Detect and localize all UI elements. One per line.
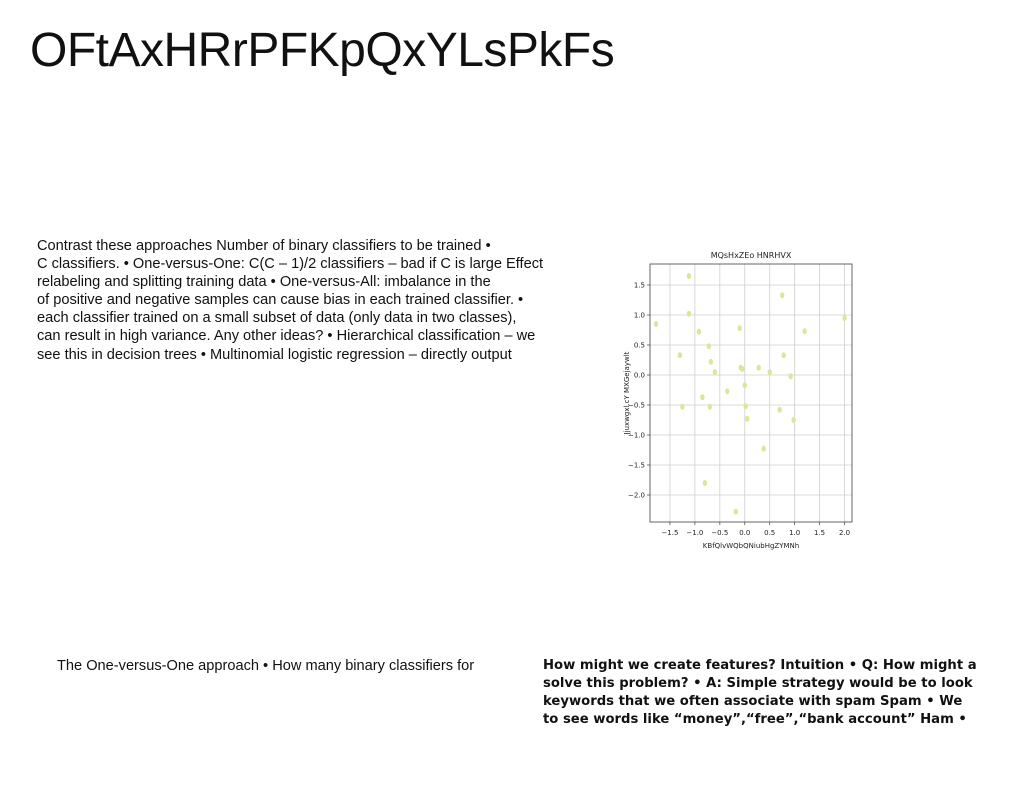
- scatter-point: [725, 388, 730, 395]
- scatter-point: [653, 321, 659, 327]
- scatter-point: [700, 394, 705, 401]
- y-tick-label: 0.0: [634, 372, 645, 380]
- main-paragraph: Contrast these approaches Number of bina…: [37, 237, 607, 364]
- paragraph-line: to see words like “money”,“free”,“bank a…: [543, 712, 967, 727]
- scatter-point: [708, 358, 714, 365]
- scatter-point: [761, 445, 766, 452]
- scatter-point: [712, 369, 718, 375]
- scatter-point: [788, 373, 793, 380]
- scatter-chart: −1.5 −1.0 −0.5 0.0 0.5 1.0 1.5 2.0 1.5 1.0 0.5 0.0 −…: [618, 244, 858, 554]
- x-tick-label: −0.5: [711, 529, 728, 537]
- scatter-point: [686, 273, 692, 279]
- paragraph-line: each classifier trained on a small subse…: [37, 310, 517, 327]
- scatter-point: [707, 403, 713, 410]
- y-tick-label: −1.5: [628, 462, 645, 470]
- scatter-point: [742, 382, 747, 389]
- scatter-point: [802, 328, 807, 335]
- spam-features-paragraph: How might we create features? Intuition …: [543, 657, 1018, 729]
- y-tick-label: 0.5: [634, 342, 645, 350]
- scatter-point: [677, 352, 683, 359]
- paragraph-line: see this in decision trees • Multinomial…: [37, 346, 512, 363]
- scatter-point: [767, 369, 772, 375]
- paragraph-line: How might we create features? Intuition …: [543, 658, 977, 673]
- scatter-point: [745, 415, 750, 422]
- x-tick-label: 1.0: [789, 529, 800, 537]
- y-tick-label: −0.5: [628, 402, 645, 410]
- scatter-point: [779, 292, 785, 299]
- paragraph-line: of positive and negative samples can cau…: [37, 292, 524, 309]
- y-tick-label: 1.0: [634, 312, 645, 320]
- y-axis-label: Jjuxwgxl.cY MXGejaywlt: [623, 351, 631, 435]
- bottom-paragraph: The One-versus-One approach • How many b…: [57, 658, 475, 674]
- y-tick-label: −2.0: [628, 492, 645, 500]
- y-tick-label: 1.5: [634, 282, 645, 290]
- chart-title: MQsHxZEo HNRHVX: [711, 251, 792, 260]
- scatter-point: [680, 403, 685, 410]
- x-tick-label: −1.0: [686, 529, 703, 537]
- scatter-point: [740, 366, 745, 372]
- scatter-point: [737, 325, 742, 332]
- scatter-point: [733, 508, 738, 515]
- scatter-point: [743, 403, 748, 410]
- x-tick-label: 1.5: [814, 529, 825, 537]
- slide-title: OFtAxHRrPFKpQxYLsPkFs: [30, 24, 615, 77]
- plot-frame: [649, 263, 853, 523]
- x-tick-label: 0.5: [764, 529, 775, 537]
- scatter-point: [756, 364, 761, 371]
- scatter-point: [777, 406, 782, 413]
- paragraph-line: keywords that we often associate with sp…: [543, 694, 963, 709]
- paragraph-line: solve this problem? • A: Simple strategy…: [543, 676, 973, 691]
- scatter-point: [686, 310, 692, 317]
- scatter-point: [842, 315, 847, 321]
- paragraph-line: can result in high variance. Any other i…: [37, 328, 536, 345]
- scatter-point: [781, 352, 786, 359]
- x-axis-label: KBfQlvWQbQNiubHgZYMNh: [703, 542, 799, 550]
- y-tick-label: −1.0: [628, 432, 645, 440]
- scatter-point: [696, 328, 702, 335]
- scatter-point: [706, 343, 712, 350]
- scatter-point: [702, 480, 708, 486]
- paragraph-line: C classifiers. • One-versus-One: C(C – 1…: [37, 256, 544, 273]
- x-tick-label: 2.0: [839, 529, 850, 537]
- scatter-point: [791, 417, 796, 423]
- x-tick-label: −1.5: [661, 529, 678, 537]
- scatter-chart-svg: −1.5 −1.0 −0.5 0.0 0.5 1.0 1.5 2.0 1.5 1.0 0.5 0.0 −…: [623, 251, 853, 550]
- paragraph-line: relabeling and splitting training data •…: [37, 274, 491, 291]
- paragraph-line: Contrast these approaches Number of bina…: [37, 238, 491, 254]
- x-tick-label: 0.0: [739, 529, 750, 537]
